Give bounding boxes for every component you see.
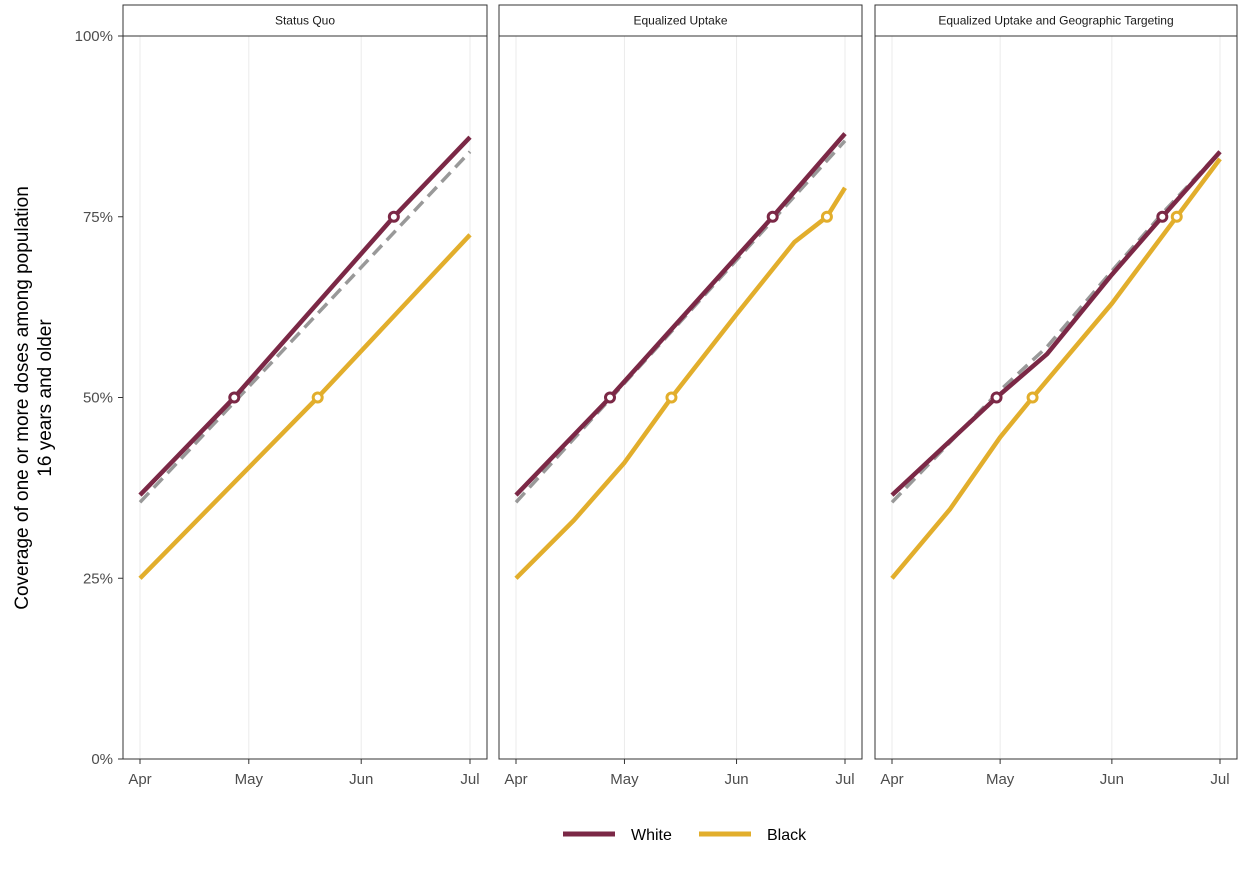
milestone-marker-white <box>604 391 616 404</box>
legend: White Black <box>563 827 807 844</box>
x-tick-label: Jun <box>724 771 748 788</box>
panel-border <box>122 35 488 760</box>
panel-border <box>874 35 1238 760</box>
x-tick-label: May <box>986 771 1015 788</box>
x-tick-label: Jul <box>835 771 854 788</box>
legend-label: White <box>631 827 672 844</box>
series-line-white <box>890 150 1222 497</box>
y-tick-label: 75% <box>83 209 113 226</box>
y-axis-title-line-1: Coverage of one or more doses among popu… <box>12 186 33 610</box>
panel-strip <box>122 4 488 37</box>
milestone-marker-black <box>1170 210 1183 223</box>
x-tick-label: May <box>610 771 639 788</box>
milestone-marker-black <box>1026 391 1039 404</box>
legend-item-white: White <box>563 827 672 844</box>
y-tick-label: 50% <box>83 390 113 407</box>
y-axis-title-line-2: 16 years and older <box>35 319 56 477</box>
series-line-overall <box>138 150 472 504</box>
legend-label: Black <box>767 827 807 844</box>
panel-title: Equalized Uptake <box>633 14 727 28</box>
milestone-marker-white <box>1156 210 1169 223</box>
x-tick-label: May <box>235 771 264 788</box>
milestone-marker-black <box>820 210 833 223</box>
series-line-white <box>514 132 847 497</box>
facet-panel: Equalized Uptake and Geographic Targetin… <box>874 4 1238 788</box>
y-axis-title: Coverage of one or more doses among popu… <box>12 186 56 610</box>
y-tick-label: 25% <box>83 570 113 587</box>
y-axis: 0% 25% 50% 75% 100% <box>75 28 123 768</box>
milestone-marker-white <box>387 210 400 223</box>
x-tick-label: Apr <box>128 771 151 788</box>
plot-area <box>123 36 487 759</box>
x-tick-label: Jun <box>1100 771 1124 788</box>
panel-title: Equalized Uptake and Geographic Targetin… <box>938 14 1173 28</box>
panel-title: Status Quo <box>275 14 335 28</box>
x-tick-label: Jul <box>1210 771 1229 788</box>
plot-area <box>499 36 862 759</box>
x-tick-label: Jun <box>349 771 373 788</box>
x-tick-label: Apr <box>504 771 527 788</box>
milestone-marker-black <box>311 391 324 404</box>
panel-strip <box>874 4 1238 37</box>
x-tick-label: Apr <box>880 771 903 788</box>
panel-border <box>498 35 863 760</box>
milestone-marker-white <box>228 391 241 404</box>
legend-item-black: Black <box>699 827 807 844</box>
milestone-marker-white <box>990 391 1003 404</box>
milestone-marker-black <box>665 391 678 404</box>
facet-panel: Status Quo Apr May Jun Jul <box>122 4 488 788</box>
x-tick-label: Jul <box>460 771 479 788</box>
y-tick-label: 100% <box>75 28 113 45</box>
facet-panels: Status Quo Apr May Jun Jul Equalized Uptake Ap… <box>122 4 1238 788</box>
plot-area <box>875 36 1237 759</box>
series-line-black <box>514 186 847 580</box>
panel-strip <box>498 4 863 37</box>
series-line-white <box>138 135 472 497</box>
milestone-marker-white <box>766 210 779 223</box>
y-tick-label: 0% <box>91 751 113 768</box>
facet-panel: Equalized Uptake Apr May Jun Jul <box>498 4 863 788</box>
